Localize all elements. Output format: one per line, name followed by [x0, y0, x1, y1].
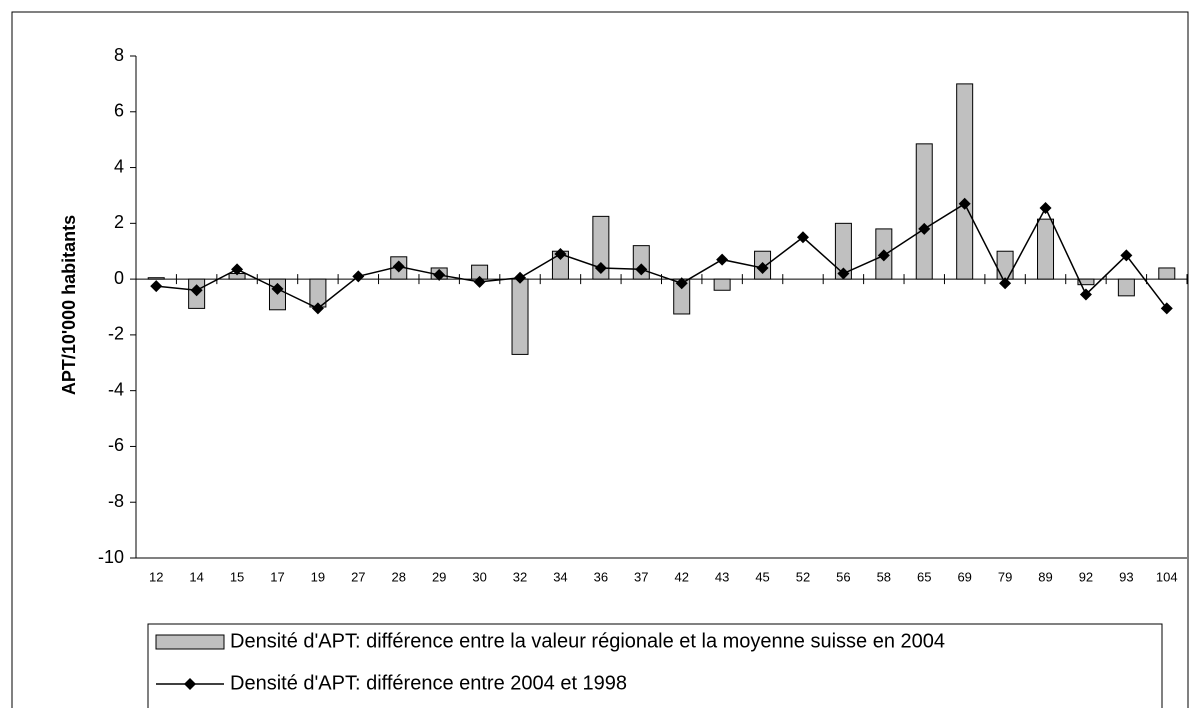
y-tick-label: 8 [114, 45, 124, 65]
chart-frame [11, 11, 1189, 708]
marker [352, 270, 365, 283]
bar [915, 143, 933, 280]
x-tick-label: 69 [957, 569, 971, 584]
x-tick-label: 28 [392, 569, 406, 584]
x-tick-label: 27 [351, 569, 365, 584]
legend-label: Densité d'APT: différence entre 2004 et … [230, 672, 627, 694]
marker [594, 261, 607, 274]
bar [1117, 278, 1135, 297]
x-tick-label: 58 [877, 569, 891, 584]
x-tick-label: 92 [1079, 569, 1093, 584]
marker [433, 268, 446, 281]
y-tick-label: -10 [98, 547, 124, 567]
x-tick-label: 36 [594, 569, 608, 584]
line [156, 202, 1168, 310]
marker [918, 222, 931, 235]
y-tick-label: 4 [114, 156, 124, 176]
bar [1037, 218, 1055, 280]
bar [147, 277, 165, 280]
marker [150, 280, 163, 293]
x-tick-label: 42 [674, 569, 688, 584]
marker [1039, 201, 1052, 214]
legend [147, 623, 1163, 708]
x-tick-label: 15 [230, 569, 244, 584]
y-axis-label: APT/10'000 habitants [59, 215, 79, 395]
x-tick-label: 93 [1119, 569, 1133, 584]
x-tick-label: 65 [917, 569, 931, 584]
y-tick-label: -8 [108, 491, 124, 511]
y-tick-label: 2 [114, 212, 124, 232]
x-tick-label: 19 [311, 569, 325, 584]
x-tick-label: 34 [553, 569, 567, 584]
x-tick-label: 89 [1038, 569, 1052, 584]
marker [271, 282, 284, 295]
marker [514, 271, 527, 284]
x-tick-label: 52 [796, 569, 810, 584]
bar [511, 278, 529, 355]
y-tick-label: -6 [108, 435, 124, 455]
legend-label: Densité d'APT: différence entre la valeu… [230, 630, 945, 652]
marker [473, 275, 486, 288]
marker [958, 197, 971, 210]
x-tick-label: 43 [715, 569, 729, 584]
y-tick-label: -2 [108, 324, 124, 344]
legend-marker [184, 678, 196, 690]
marker [1160, 302, 1173, 315]
marker [392, 260, 405, 273]
legend-swatch [155, 634, 225, 650]
x-tick-label: 17 [270, 569, 284, 584]
marker [554, 248, 567, 261]
x-tick-label: 45 [755, 569, 769, 584]
marker [999, 277, 1012, 290]
marker [190, 284, 203, 297]
y-tick-label: 0 [114, 268, 124, 288]
y-tick-label: 6 [114, 101, 124, 121]
marker [877, 249, 890, 262]
x-tick-label: 12 [149, 569, 163, 584]
marker [796, 231, 809, 244]
x-tick-label: 30 [472, 569, 486, 584]
x-tick-label: 29 [432, 569, 446, 584]
bar [996, 250, 1014, 280]
bar [713, 278, 731, 291]
x-tick-label: 79 [998, 569, 1012, 584]
bar [592, 215, 610, 280]
x-tick-label: 56 [836, 569, 850, 584]
marker [311, 302, 324, 315]
x-tick-label: 104 [1156, 569, 1178, 584]
marker [1120, 249, 1133, 262]
x-tick-label: 37 [634, 569, 648, 584]
bar [956, 83, 974, 280]
marker [1079, 288, 1092, 301]
bar [1077, 278, 1095, 286]
marker [837, 267, 850, 280]
x-tick-label: 14 [189, 569, 203, 584]
marker [231, 263, 244, 276]
marker [716, 253, 729, 266]
marker [635, 263, 648, 276]
marker [756, 261, 769, 274]
bar [1158, 267, 1176, 280]
y-tick-label: -4 [108, 379, 124, 399]
marker [675, 277, 688, 290]
x-tick-label: 32 [513, 569, 527, 584]
